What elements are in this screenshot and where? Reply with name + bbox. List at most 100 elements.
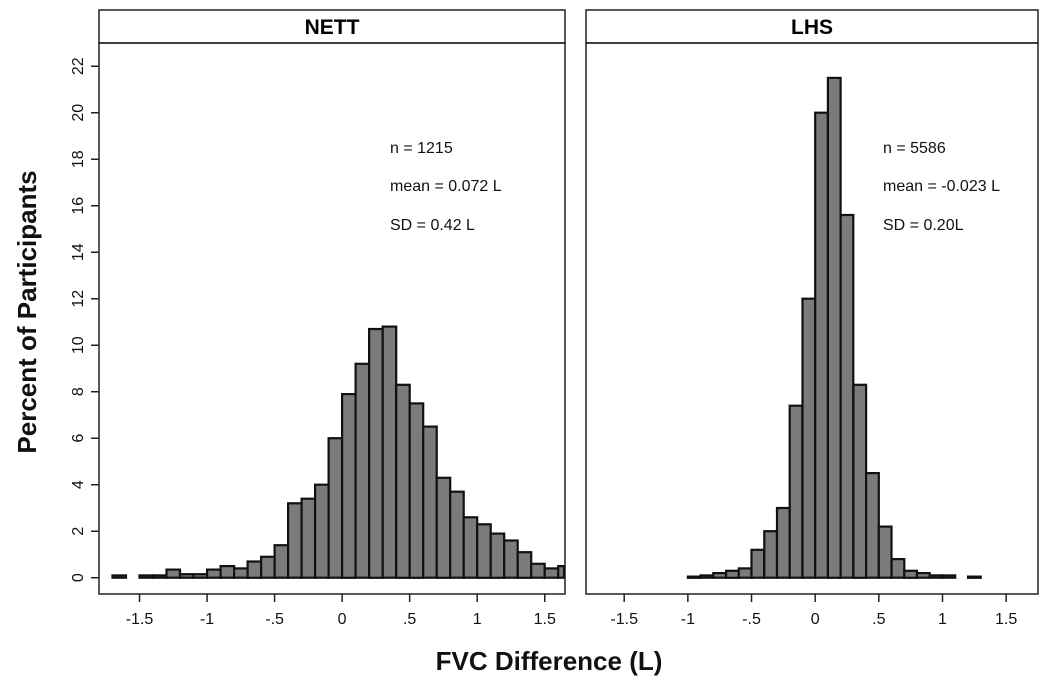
lhs-bar-18 bbox=[915, 571, 931, 579]
lhs-annotation-sd: SD = 0.20L bbox=[883, 217, 964, 234]
lhs-bar-5 bbox=[750, 548, 766, 579]
nett-y-tick-label-0: 0 bbox=[70, 573, 87, 582]
nett-bar-20 bbox=[395, 383, 411, 579]
nett-bar-15 bbox=[327, 437, 344, 579]
nett-strip bbox=[98, 9, 566, 44]
lhs-bar-4 bbox=[737, 567, 753, 579]
lhs-bar-12 bbox=[839, 213, 855, 579]
nett-y-tick-label-7: 14 bbox=[70, 243, 87, 261]
nett-bar-4 bbox=[178, 573, 195, 579]
nett-plot-frame bbox=[98, 42, 566, 595]
nett-y-tick-label-6: 12 bbox=[70, 290, 87, 308]
nett-bar-12 bbox=[287, 502, 303, 579]
lhs-bar-8 bbox=[788, 404, 804, 579]
nett-y-tick-label-1: 2 bbox=[70, 527, 87, 536]
nett-bar-2 bbox=[151, 574, 168, 579]
nett-bar-25 bbox=[462, 516, 479, 579]
nett-y-tick-label-10: 20 bbox=[70, 104, 87, 122]
nett-bar-21 bbox=[408, 402, 425, 579]
lhs-bar-11 bbox=[826, 76, 842, 579]
nett-annotation-mean: mean = 0.072 L bbox=[390, 178, 502, 195]
lhs-x-ticks: -1.5 -1 -.5 0 .5 1 1.5 bbox=[610, 594, 1017, 628]
lhs-bar-15 bbox=[877, 525, 893, 579]
nett-bar-16 bbox=[341, 393, 357, 579]
lhs-bar-1 bbox=[699, 574, 715, 579]
lhs-bar-6 bbox=[763, 530, 779, 579]
nett-bar-11 bbox=[273, 544, 290, 579]
lhs-bar-20 bbox=[941, 574, 957, 579]
nett-bar-9 bbox=[246, 560, 263, 579]
nett-bar-22 bbox=[422, 425, 438, 579]
nett-bar-17 bbox=[354, 362, 371, 579]
nett-bar-5 bbox=[192, 573, 209, 579]
nett-y-tick-label-3: 6 bbox=[70, 434, 87, 443]
nett-bar-30 bbox=[530, 562, 546, 579]
lhs-bar-14 bbox=[864, 472, 880, 579]
lhs-bar-19 bbox=[928, 574, 944, 579]
nett-x-tick-label-6: 1.5 bbox=[534, 611, 556, 628]
lhs-bar-3 bbox=[724, 569, 740, 579]
nett-x-ticks: -1.5 -1 -.5 0 .5 1 1.5 bbox=[126, 594, 556, 628]
lhs-x-tick-label-6: 1.5 bbox=[995, 611, 1017, 628]
nett-y-tick-label-9: 18 bbox=[70, 150, 87, 168]
lhs-plot-frame bbox=[585, 42, 1039, 595]
nett-x-tick-label-3: 0 bbox=[338, 611, 347, 628]
lhs-bar-16 bbox=[890, 557, 906, 579]
nett-annotation-n: n = 1215 bbox=[390, 140, 453, 157]
nett-bar-14 bbox=[314, 483, 330, 579]
y-axis-title: Percent of Participants bbox=[12, 170, 42, 453]
nett-x-tick-label-2: -.5 bbox=[265, 611, 284, 628]
nett-bar-8 bbox=[233, 567, 249, 579]
nett-bar-31 bbox=[543, 567, 560, 579]
nett-bar-13 bbox=[300, 497, 317, 579]
lhs-bar-10 bbox=[814, 111, 830, 579]
nett-strip-title: NETT bbox=[305, 16, 360, 39]
lhs-annotation-n: n = 5586 bbox=[883, 140, 946, 157]
lhs-bar-2 bbox=[712, 571, 728, 579]
nett-bar-23 bbox=[435, 476, 452, 579]
lhs-x-tick-label-3: 0 bbox=[811, 611, 820, 628]
nett-y-tick-label-2: 4 bbox=[70, 480, 87, 489]
nett-x-tick-label-0: -1.5 bbox=[126, 611, 154, 628]
panel-nett: NETT -1.5 -1 -.5 0 .5 1 1.5 0 2 4 6 8 10 12 14 16 18 20 2… bbox=[70, 9, 566, 628]
nett-bar-7 bbox=[219, 564, 236, 579]
nett-bar-27 bbox=[489, 532, 506, 579]
nett-bar-10 bbox=[260, 555, 276, 579]
nett-bar-29 bbox=[516, 551, 533, 579]
x-axis-title: FVC Difference (L) bbox=[436, 646, 663, 676]
panel-lhs: LHS -1.5 -1 -.5 0 .5 1 1.5 n = 5586 mean = -0.… bbox=[585, 9, 1039, 628]
lhs-bar-7 bbox=[775, 506, 791, 579]
lhs-bar-21 bbox=[966, 575, 982, 579]
lhs-x-tick-label-4: .5 bbox=[872, 611, 885, 628]
nett-bar-19 bbox=[381, 325, 398, 579]
lhs-bar-9 bbox=[801, 297, 817, 579]
lhs-x-tick-label-0: -1.5 bbox=[610, 611, 638, 628]
nett-x-tick-label-4: .5 bbox=[403, 611, 416, 628]
nett-y-tick-label-5: 10 bbox=[70, 336, 87, 354]
lhs-x-tick-label-1: -1 bbox=[681, 611, 695, 628]
nett-bar-24 bbox=[449, 490, 465, 579]
nett-y-tick-label-4: 8 bbox=[70, 387, 87, 396]
lhs-x-tick-label-5: 1 bbox=[938, 611, 947, 628]
lhs-bars bbox=[686, 76, 982, 579]
lhs-annotation-mean: mean = -0.023 L bbox=[883, 178, 1000, 195]
lhs-bar-0 bbox=[686, 575, 702, 579]
nett-bar-0 bbox=[111, 574, 128, 579]
nett-bar-3 bbox=[165, 568, 182, 579]
lhs-x-tick-label-2: -.5 bbox=[742, 611, 761, 628]
nett-bar-1 bbox=[138, 574, 155, 579]
nett-bar-32 bbox=[557, 564, 566, 579]
nett-bar-18 bbox=[368, 327, 384, 579]
nett-y-tick-label-8: 16 bbox=[70, 197, 87, 215]
nett-annotation-sd: SD = 0.42 L bbox=[390, 217, 475, 234]
lhs-bar-17 bbox=[903, 569, 919, 579]
nett-bar-6 bbox=[206, 568, 222, 579]
nett-y-tick-label-11: 22 bbox=[70, 57, 87, 75]
nett-bar-28 bbox=[503, 539, 519, 579]
nett-bar-26 bbox=[476, 523, 492, 579]
nett-y-ticks: 0 2 4 6 8 10 12 14 16 18 20 22 bbox=[70, 57, 99, 582]
nett-bars bbox=[111, 325, 566, 579]
nett-x-tick-label-5: 1 bbox=[473, 611, 482, 628]
lhs-bar-13 bbox=[852, 383, 868, 579]
